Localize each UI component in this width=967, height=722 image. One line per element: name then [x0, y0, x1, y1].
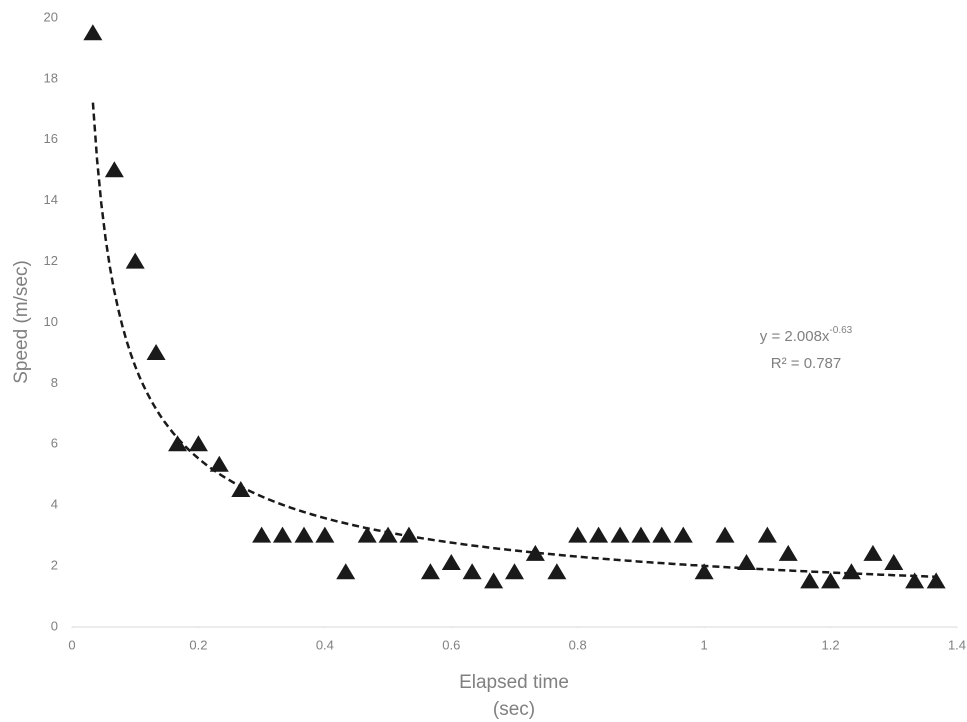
y-tick-label: 0 [51, 618, 58, 633]
data-point [209, 455, 229, 472]
data-point [525, 544, 545, 561]
data-point [631, 526, 651, 543]
x-tick-label: 0.2 [189, 637, 207, 652]
x-axis-label: Elapsed time [459, 672, 569, 693]
y-axis-label: Speed (m/sec) [11, 260, 32, 384]
data-point [188, 435, 208, 452]
data-point [104, 161, 124, 178]
r-squared: R² = 0.787 [771, 355, 841, 372]
data-point [863, 544, 883, 561]
data-point [694, 563, 714, 580]
data-point [462, 563, 482, 580]
x-tick-label: 1.2 [822, 637, 840, 652]
y-tick-label: 20 [44, 9, 58, 24]
data-point [83, 24, 103, 41]
data-point [610, 526, 630, 543]
x-tick-label: 0.4 [316, 637, 334, 652]
data-point [505, 563, 524, 580]
data-point [420, 563, 440, 580]
data-point [905, 572, 925, 589]
data-point [821, 572, 841, 589]
data-point [273, 526, 293, 543]
data-point [484, 572, 504, 589]
trendline-equation: y = 2.008x-0.63 [760, 325, 853, 345]
equation-exponent: -0.63 [829, 325, 852, 336]
y-tick-label: 8 [51, 375, 58, 390]
data-point [399, 526, 419, 543]
equation-text: y = 2.008x [760, 328, 830, 345]
data-point [800, 572, 820, 589]
data-point [294, 526, 314, 543]
x-tick-label: 0 [68, 637, 75, 652]
data-point [378, 526, 398, 543]
y-tick-label: 18 [44, 70, 58, 85]
trendline [91, 102, 937, 579]
data-point [652, 526, 672, 543]
data-point [168, 435, 188, 452]
data-point [568, 526, 588, 543]
data-point [673, 526, 693, 543]
data-point [926, 572, 946, 589]
y-tick-label: 16 [44, 131, 58, 146]
data-point [547, 563, 567, 580]
data-point [315, 526, 335, 543]
y-tick-label: 10 [44, 314, 58, 329]
y-tick-label: 2 [51, 558, 58, 573]
data-point [778, 544, 798, 561]
data-point [336, 563, 356, 580]
y-tick-label: 4 [51, 497, 58, 512]
data-point [357, 526, 377, 543]
x-tick-label: 1.4 [948, 637, 966, 652]
data-point [252, 526, 272, 543]
data-point [757, 526, 777, 543]
x-tick-label: 0.8 [569, 637, 587, 652]
data-point [715, 526, 735, 543]
x-tick-label: 0.6 [442, 637, 460, 652]
data-point [146, 343, 166, 360]
data-point [589, 526, 609, 543]
data-point [441, 554, 461, 571]
data-point [125, 252, 145, 269]
x-tick-label: 1 [701, 637, 708, 652]
x-axis-label: (sec) [493, 699, 535, 720]
data-point [884, 554, 904, 571]
y-tick-label: 6 [51, 436, 58, 451]
data-point [736, 554, 756, 571]
y-tick-label: 14 [44, 192, 58, 207]
y-tick-label: 12 [44, 253, 58, 268]
data-point [231, 480, 251, 497]
data-point [841, 563, 861, 580]
